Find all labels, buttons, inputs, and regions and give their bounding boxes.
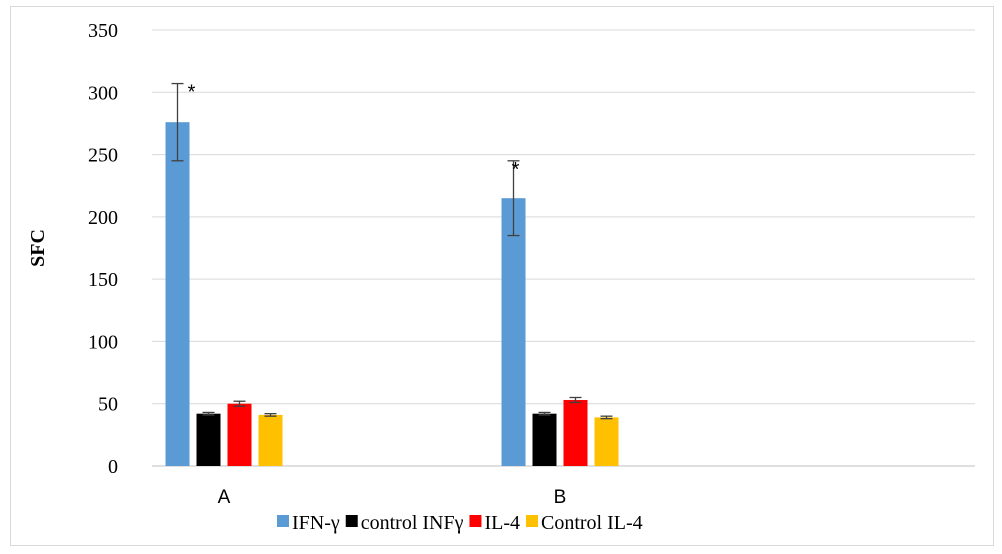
- bar: [594, 417, 619, 466]
- bar: [165, 122, 190, 466]
- significance-marker: *: [512, 159, 520, 181]
- y-tick-label: 300: [88, 82, 118, 104]
- legend-label: IL-4: [484, 512, 520, 534]
- bar: [258, 414, 283, 466]
- y-tick-label: 200: [88, 207, 118, 229]
- bar: [227, 403, 252, 466]
- y-tick-label: 50: [98, 394, 118, 416]
- y-tick-label: 150: [88, 269, 118, 291]
- legend-swatch: [526, 515, 538, 527]
- y-axis-title: SFC: [27, 229, 49, 267]
- legend-label: control INFγ: [361, 512, 464, 534]
- bar: [532, 413, 557, 466]
- x-category-label: A: [218, 487, 231, 508]
- legend-label: Control IL-4: [541, 512, 643, 534]
- x-category-label: B: [554, 487, 567, 508]
- y-tick-label: 100: [88, 331, 118, 353]
- legend-label: IFN-γ: [292, 512, 340, 534]
- bar: [501, 198, 526, 466]
- y-tick-label: 250: [88, 145, 118, 167]
- y-tick-label: 350: [88, 20, 118, 42]
- legend-swatch: [469, 515, 482, 527]
- legend-swatch: [345, 515, 358, 527]
- legend-swatch: [277, 515, 289, 527]
- bar: [196, 413, 221, 466]
- bar: [563, 399, 588, 466]
- significance-marker: *: [188, 82, 196, 104]
- y-tick-label: 0: [108, 456, 118, 478]
